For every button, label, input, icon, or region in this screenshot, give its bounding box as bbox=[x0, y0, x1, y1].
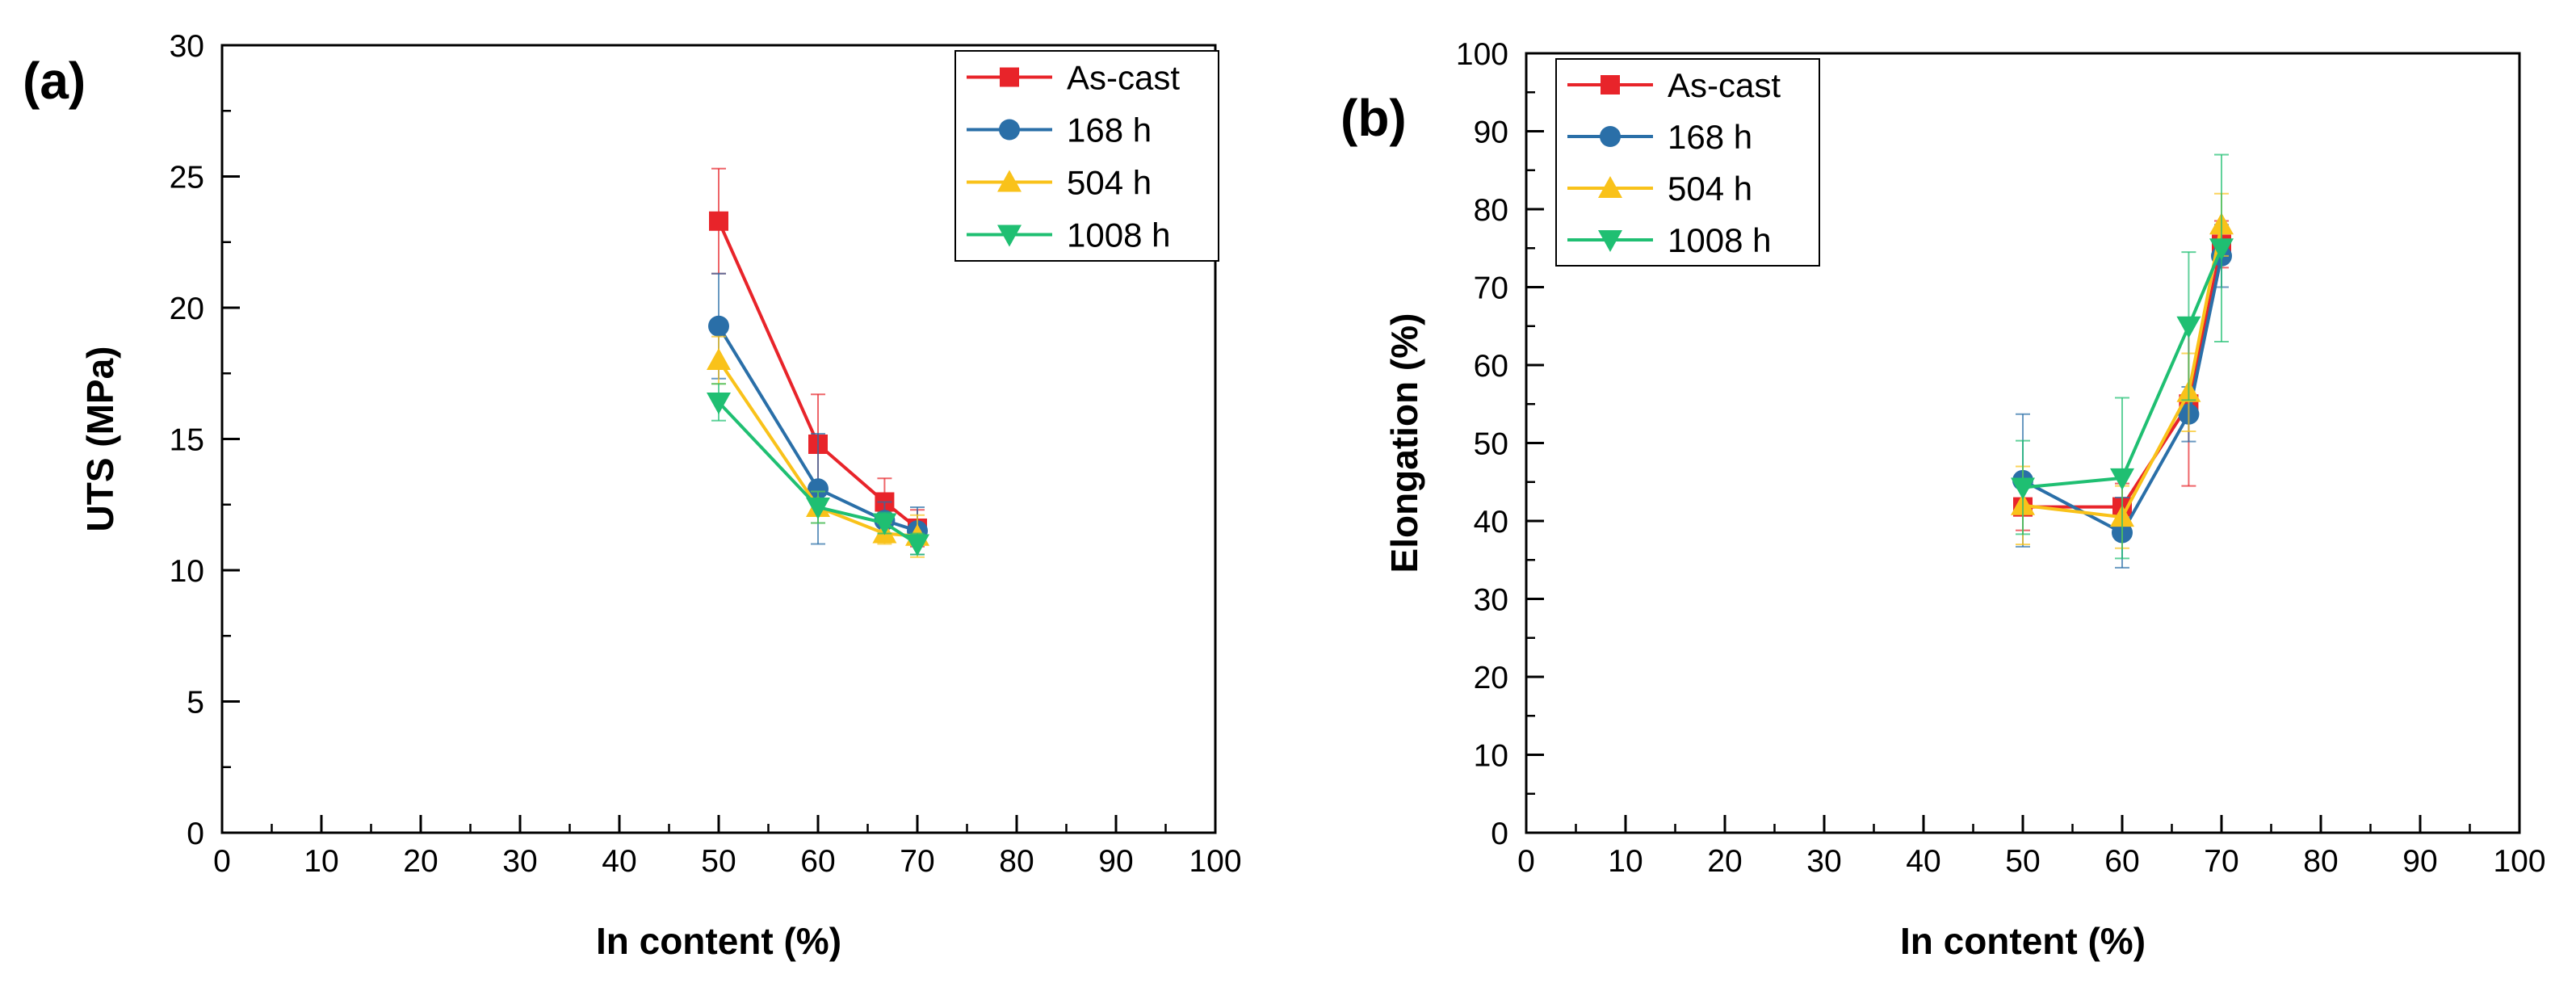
series-line bbox=[717, 401, 919, 546]
legend-marker bbox=[999, 119, 1020, 141]
legend-label: 168 h bbox=[1668, 118, 1752, 156]
y-tick-label: 5 bbox=[187, 686, 204, 720]
data-point bbox=[2011, 477, 2035, 500]
legend-label: 504 h bbox=[1067, 164, 1152, 202]
legend-label: 504 h bbox=[1668, 170, 1752, 208]
legend-marker bbox=[1601, 75, 1620, 94]
legend-label: 1008 h bbox=[1067, 216, 1170, 254]
x-tick-label: 80 bbox=[999, 844, 1034, 879]
y-tick-label: 10 bbox=[170, 554, 204, 589]
legend: As-cast 168 h 504 h 1008 h bbox=[954, 50, 1219, 262]
data-point bbox=[808, 478, 829, 500]
x-tick-label: 90 bbox=[1098, 844, 1133, 879]
data-point bbox=[707, 393, 731, 414]
x-tick-label: 80 bbox=[2303, 844, 2338, 879]
y-tick-label: 40 bbox=[1474, 505, 1508, 540]
x-tick-label: 20 bbox=[1707, 844, 1742, 879]
y-tick-label: 60 bbox=[1474, 349, 1508, 384]
x-tick-label: 50 bbox=[701, 844, 736, 879]
x-axis-title: In content (%) bbox=[596, 920, 841, 962]
data-point bbox=[2176, 316, 2201, 338]
data-point bbox=[872, 513, 897, 536]
y-tick-label: 10 bbox=[1474, 739, 1508, 774]
x-tick-label: 70 bbox=[900, 844, 934, 879]
series-line bbox=[2022, 224, 2223, 519]
x-tick-label: 60 bbox=[800, 844, 835, 879]
x-axis-title: In content (%) bbox=[1900, 920, 2146, 962]
y-tick-label: 25 bbox=[170, 161, 204, 195]
panel-label: (a) bbox=[23, 52, 86, 110]
data-point bbox=[709, 211, 728, 231]
series-line bbox=[2022, 255, 2223, 536]
x-tick-label: 30 bbox=[1806, 844, 1841, 879]
y-tick-label: 30 bbox=[1474, 583, 1508, 618]
legend-marker bbox=[1600, 126, 1621, 147]
x-tick-label: 100 bbox=[1189, 844, 1241, 879]
legend-marker bbox=[1000, 67, 1019, 87]
y-tick-label: 80 bbox=[1474, 193, 1508, 228]
legend-label: 168 h bbox=[1067, 111, 1152, 149]
legend-marker bbox=[1598, 230, 1622, 252]
legend-marker bbox=[997, 225, 1022, 247]
x-tick-label: 70 bbox=[2204, 844, 2238, 879]
y-tick-label: 0 bbox=[1491, 817, 1508, 851]
y-axis-title: Elongation (%) bbox=[1383, 313, 1425, 573]
panel-label: (b) bbox=[1340, 89, 1407, 147]
x-tick-label: 100 bbox=[2493, 844, 2545, 879]
chart-panel-b: 0 10 20 30 40 50 60 70 80 90 100 0 10 20 30 40 50 60 70 80 9… bbox=[1340, 37, 2546, 962]
x-tick-label: 0 bbox=[1517, 844, 1535, 879]
x-tick-label: 20 bbox=[403, 844, 438, 879]
y-tick-label: 0 bbox=[187, 817, 204, 851]
y-tick-label: 90 bbox=[1474, 116, 1508, 150]
legend: As-cast 168 h 504 h 1008 h bbox=[1555, 58, 1820, 267]
y-tick-label: 20 bbox=[1474, 661, 1508, 695]
data-point bbox=[905, 534, 929, 556]
data-point bbox=[707, 348, 731, 370]
x-tick-label: 60 bbox=[2104, 844, 2139, 879]
y-tick-label: 100 bbox=[1456, 37, 1508, 72]
y-tick-label: 50 bbox=[1474, 427, 1508, 462]
legend-label: As-cast bbox=[1067, 59, 1180, 97]
chart-panel-a: 0 10 20 30 40 50 60 70 80 90 100 0 5 10 15 20 25 30 In con… bbox=[23, 29, 1242, 962]
y-tick-label: 15 bbox=[170, 423, 204, 458]
x-tick-label: 10 bbox=[304, 844, 338, 879]
data-point bbox=[708, 315, 729, 337]
legend-label: As-cast bbox=[1668, 66, 1781, 104]
y-tick-label: 30 bbox=[170, 29, 204, 64]
series-line bbox=[2022, 247, 2223, 489]
x-tick-label: 50 bbox=[2005, 844, 2040, 879]
y-tick-label: 20 bbox=[170, 292, 204, 326]
data-point bbox=[806, 498, 830, 519]
y-axis-title: UTS (MPa) bbox=[79, 346, 121, 532]
x-tick-label: 40 bbox=[1906, 844, 1940, 879]
series-line bbox=[717, 325, 918, 533]
y-tick-label: 70 bbox=[1474, 271, 1508, 306]
legend-marker bbox=[1598, 176, 1622, 198]
x-tick-label: 90 bbox=[2402, 844, 2437, 879]
x-tick-label: 0 bbox=[213, 844, 231, 879]
series-1008-h bbox=[707, 383, 929, 556]
x-tick-label: 10 bbox=[1608, 844, 1643, 879]
legend-label: 1008 h bbox=[1668, 221, 1771, 259]
x-tick-label: 30 bbox=[502, 844, 537, 879]
series-line bbox=[717, 220, 919, 530]
data-point bbox=[2110, 468, 2134, 490]
data-point bbox=[2209, 238, 2234, 261]
legend-marker bbox=[997, 170, 1022, 192]
x-tick-label: 40 bbox=[602, 844, 636, 879]
series-1008-h bbox=[2011, 153, 2234, 560]
